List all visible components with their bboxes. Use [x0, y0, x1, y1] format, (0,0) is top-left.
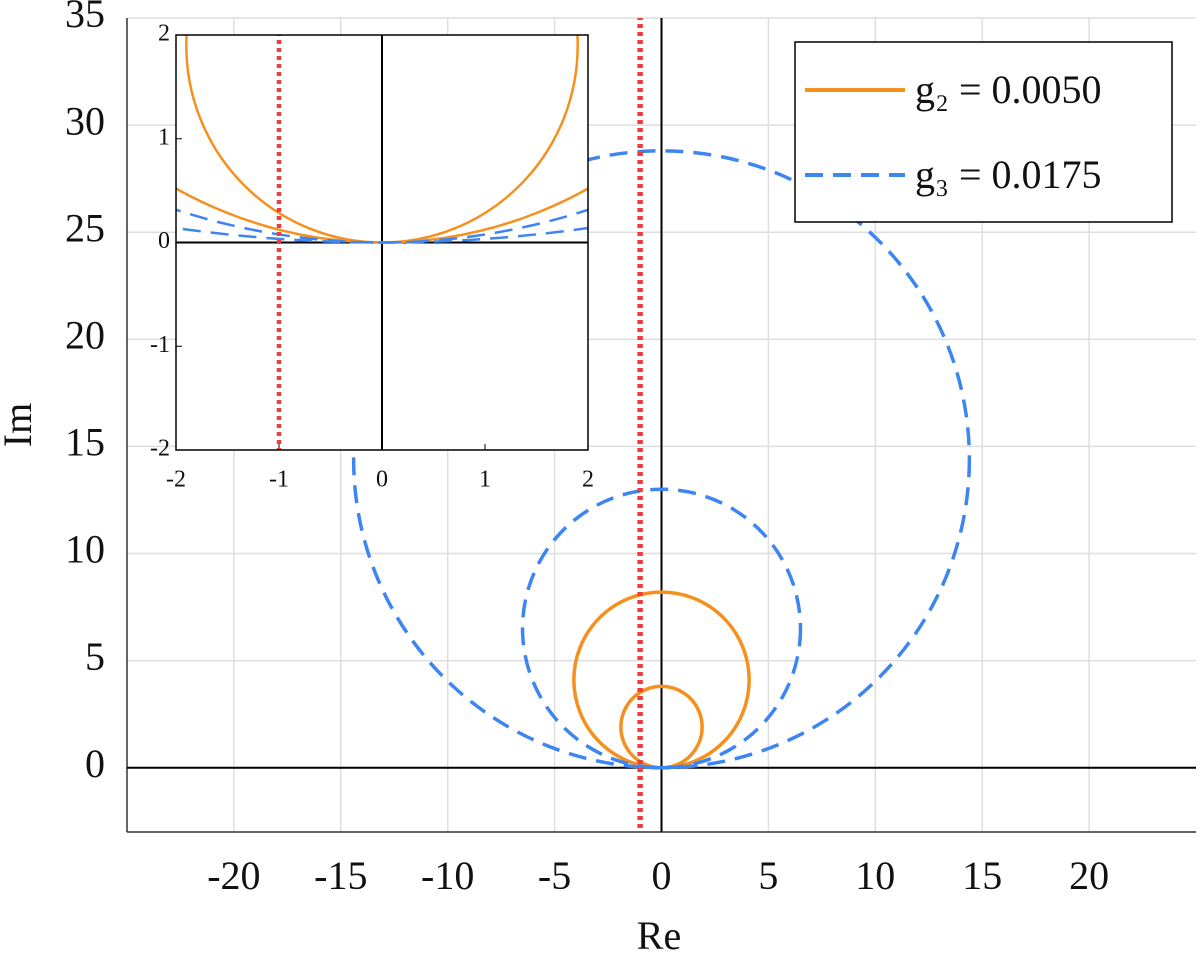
- y-tick-label: 5: [85, 634, 105, 679]
- legend: g₂ = 0.0050 g₃ = 0.0175: [794, 41, 1173, 223]
- y-tick-label: 2: [158, 21, 170, 47]
- x-tick-label: -2: [166, 467, 186, 493]
- curve: [351, 149, 972, 770]
- y-tick-label: 20: [65, 312, 105, 357]
- x-tick-label: 5: [758, 853, 778, 898]
- y-tick-label: 15: [65, 420, 105, 465]
- x-tick-label: 2: [582, 467, 594, 493]
- y-tick-label: 10: [65, 527, 105, 572]
- y-tick-label: 35: [65, 0, 105, 36]
- x-tick-label: 10: [855, 853, 895, 898]
- y-axis-title: Im: [0, 403, 40, 447]
- x-tick-label: -20: [207, 853, 260, 898]
- inset-frame: [175, 34, 589, 451]
- x-axis-title: Re: [637, 913, 681, 958]
- x-tick-label: 1: [479, 467, 491, 493]
- legend-label: g₂ = 0.0050: [915, 67, 1102, 112]
- x-tick-label: 15: [962, 853, 1002, 898]
- legend-label: g₃ = 0.0175: [915, 152, 1102, 197]
- x-tick-label: 0: [652, 853, 672, 898]
- legend-box: [794, 41, 1173, 223]
- y-tick-label: 0: [158, 228, 170, 254]
- y-tick-label: 25: [65, 205, 105, 250]
- x-tick-label: -5: [538, 853, 571, 898]
- x-tick-label: -1: [269, 467, 289, 493]
- y-tick-label: 1: [158, 124, 170, 150]
- y-tick-label: 0: [85, 741, 105, 786]
- x-tick-label: -10: [421, 853, 474, 898]
- plot-area: [127, 18, 1196, 832]
- y-tick-label: -2: [150, 436, 170, 462]
- x-tick-label: -15: [314, 853, 367, 898]
- x-tick-label: 0: [376, 467, 388, 493]
- curve: [176, 226, 588, 244]
- curve: [520, 487, 803, 770]
- y-tick-label: 30: [65, 98, 105, 143]
- y-tick-label: -1: [150, 332, 170, 358]
- x-tick-label: 20: [1069, 853, 1109, 898]
